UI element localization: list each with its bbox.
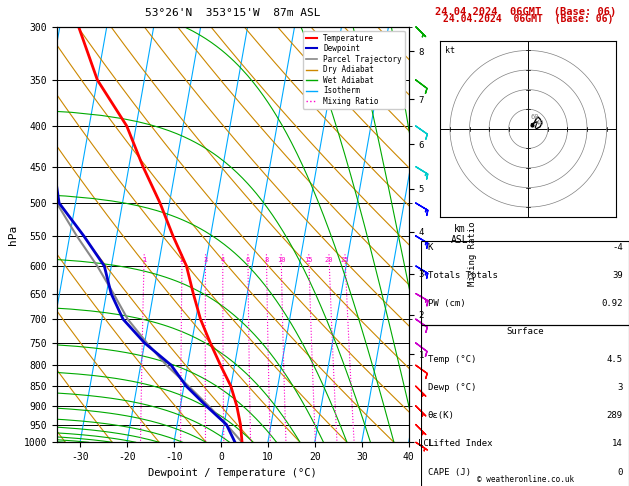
Text: 60: 60 <box>530 114 539 120</box>
Legend: Temperature, Dewpoint, Parcel Trajectory, Dry Adiabat, Wet Adiabat, Isotherm, Mi: Temperature, Dewpoint, Parcel Trajectory… <box>303 31 405 109</box>
Text: θε(K): θε(K) <box>428 411 454 420</box>
Text: 4.5: 4.5 <box>606 355 623 364</box>
Y-axis label: km
ASL: km ASL <box>451 224 469 245</box>
Text: 3: 3 <box>618 383 623 392</box>
Text: CAPE (J): CAPE (J) <box>428 468 470 477</box>
Text: Totals Totals: Totals Totals <box>428 271 498 280</box>
Text: 8: 8 <box>264 257 269 263</box>
Text: 15: 15 <box>304 257 313 263</box>
Text: 39: 39 <box>612 271 623 280</box>
Text: 3: 3 <box>203 257 208 263</box>
Y-axis label: hPa: hPa <box>8 225 18 244</box>
Text: Temp (°C): Temp (°C) <box>428 355 476 364</box>
Text: 25: 25 <box>341 257 350 263</box>
Bar <box>421 325 629 486</box>
Text: Lifted Index: Lifted Index <box>428 439 492 449</box>
Text: 24.04.2024  06GMT  (Base: 06): 24.04.2024 06GMT (Base: 06) <box>435 7 616 17</box>
Text: 4: 4 <box>221 257 225 263</box>
X-axis label: Dewpoint / Temperature (°C): Dewpoint / Temperature (°C) <box>148 468 317 478</box>
Text: 6: 6 <box>246 257 250 263</box>
Text: kt: kt <box>445 46 455 55</box>
Text: 1: 1 <box>142 257 146 263</box>
Text: Mixing Ratio (g/kg): Mixing Ratio (g/kg) <box>467 183 477 286</box>
Text: 289: 289 <box>606 411 623 420</box>
Text: 24.04.2024  06GMT  (Base: 06): 24.04.2024 06GMT (Base: 06) <box>443 14 613 24</box>
Text: 14: 14 <box>612 439 623 449</box>
Text: Surface: Surface <box>506 327 544 336</box>
Text: © weatheronline.co.uk: © weatheronline.co.uk <box>477 474 574 484</box>
Text: PW (cm): PW (cm) <box>428 299 465 309</box>
Bar <box>421 241 629 325</box>
Text: 0: 0 <box>618 468 623 477</box>
Text: 0.92: 0.92 <box>601 299 623 309</box>
Text: K: K <box>428 243 433 252</box>
Text: 2: 2 <box>180 257 184 263</box>
Text: -4: -4 <box>612 243 623 252</box>
Text: 40: 40 <box>536 120 545 126</box>
Text: 20: 20 <box>325 257 333 263</box>
Text: Dewp (°C): Dewp (°C) <box>428 383 476 392</box>
Text: 53°26'N  353°15'W  87m ASL: 53°26'N 353°15'W 87m ASL <box>145 8 320 18</box>
Text: 10: 10 <box>277 257 286 263</box>
